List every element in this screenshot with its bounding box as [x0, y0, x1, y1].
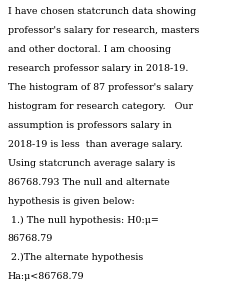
Text: 2.)The alternate hypothesis: 2.)The alternate hypothesis [8, 253, 143, 262]
Text: 1.) The null hypothesis: H0:μ=: 1.) The null hypothesis: H0:μ= [8, 215, 158, 224]
Text: The histogram of 87 professor's salary: The histogram of 87 professor's salary [8, 83, 193, 92]
Text: I have chosen statcrunch data showing: I have chosen statcrunch data showing [8, 8, 196, 16]
Text: 2018-19 is less  than average salary.: 2018-19 is less than average salary. [8, 140, 182, 149]
Text: assumption is professors salary in: assumption is professors salary in [8, 121, 171, 130]
Text: and other doctoral. I am choosing: and other doctoral. I am choosing [8, 45, 170, 54]
Text: 86768.79: 86768.79 [8, 234, 53, 243]
Text: professor's salary for research, masters: professor's salary for research, masters [8, 26, 199, 35]
Text: research professor salary in 2018-19.: research professor salary in 2018-19. [8, 64, 188, 73]
Text: histogram for research category.   Our: histogram for research category. Our [8, 102, 192, 111]
Text: 86768.793 The null and alternate: 86768.793 The null and alternate [8, 178, 169, 187]
Text: Using statcrunch average salary is: Using statcrunch average salary is [8, 159, 175, 168]
Text: hypothesis is given below:: hypothesis is given below: [8, 196, 134, 206]
Text: Ha:μ<86768.79: Ha:μ<86768.79 [8, 272, 84, 281]
